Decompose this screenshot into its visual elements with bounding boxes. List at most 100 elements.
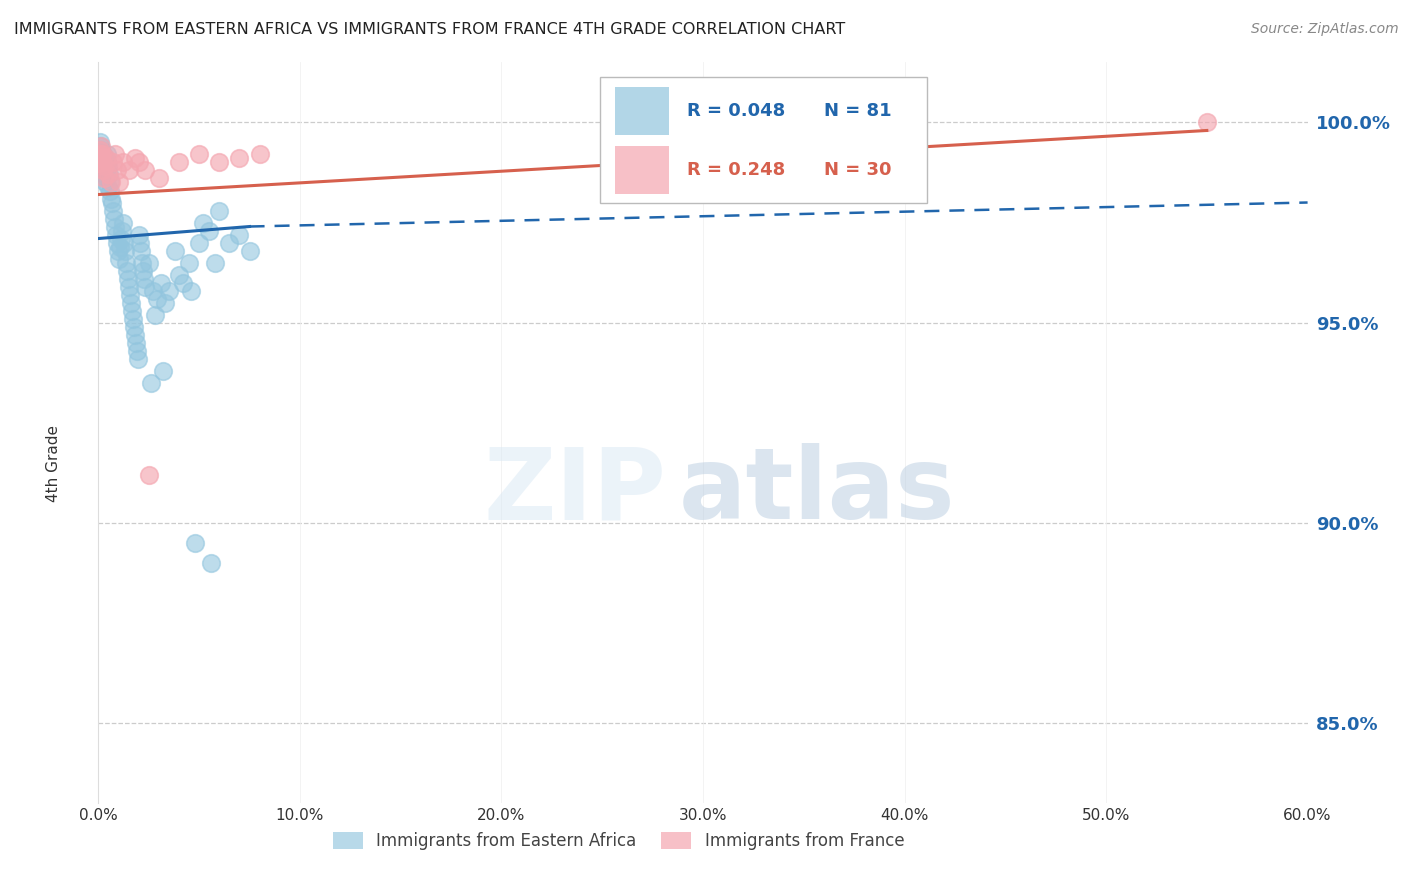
- Text: R = 0.248: R = 0.248: [688, 161, 786, 178]
- Point: [90, 152, 112, 166]
- Point: [134, 279, 156, 293]
- Point: [153, 295, 176, 310]
- Point: [139, 376, 162, 390]
- Point: [200, 556, 222, 570]
- Point: [94, 176, 117, 190]
- Point: [103, 219, 125, 234]
- Point: [89, 144, 111, 158]
- Point: [118, 279, 141, 293]
- Point: [142, 284, 165, 298]
- Point: [98, 176, 121, 190]
- Point: [125, 343, 148, 358]
- FancyBboxPatch shape: [614, 87, 669, 135]
- Point: [138, 255, 160, 269]
- Text: IMMIGRANTS FROM EASTERN AFRICA VS IMMIGRANTS FROM FRANCE 4TH GRADE CORRELATION C: IMMIGRANTS FROM EASTERN AFRICA VS IMMIGR…: [14, 22, 845, 37]
- Point: [96, 152, 118, 166]
- Point: [90, 144, 112, 158]
- Point: [179, 255, 201, 269]
- Point: [110, 231, 132, 245]
- Point: [188, 235, 211, 250]
- Point: [148, 171, 170, 186]
- Point: [94, 152, 117, 166]
- Point: [218, 235, 240, 250]
- Point: [97, 168, 120, 182]
- Point: [125, 335, 148, 350]
- Point: [121, 311, 143, 326]
- Point: [94, 163, 117, 178]
- Point: [89, 139, 111, 153]
- Point: [93, 171, 115, 186]
- Point: [97, 160, 120, 174]
- Point: [93, 168, 115, 182]
- Point: [131, 255, 153, 269]
- Point: [188, 147, 211, 161]
- Point: [89, 136, 111, 150]
- FancyBboxPatch shape: [600, 78, 927, 203]
- Point: [121, 303, 143, 318]
- Point: [117, 271, 139, 285]
- Point: [132, 263, 155, 277]
- Point: [114, 255, 136, 269]
- Text: 4th Grade: 4th Grade: [46, 425, 60, 502]
- Point: [193, 215, 215, 229]
- Point: [111, 155, 134, 169]
- Point: [90, 152, 112, 166]
- Point: [104, 227, 127, 242]
- Point: [91, 147, 114, 161]
- Point: [107, 252, 129, 266]
- Point: [122, 319, 145, 334]
- Text: ZIP: ZIP: [484, 443, 666, 541]
- Point: [157, 284, 180, 298]
- Point: [98, 184, 121, 198]
- Text: Source: ZipAtlas.com: Source: ZipAtlas.com: [1251, 22, 1399, 37]
- Point: [143, 308, 166, 322]
- Point: [163, 244, 186, 258]
- Point: [132, 271, 155, 285]
- Point: [97, 168, 120, 182]
- Point: [128, 235, 150, 250]
- Point: [204, 255, 226, 269]
- Point: [128, 227, 150, 242]
- Point: [91, 147, 114, 161]
- Point: [128, 155, 150, 169]
- Point: [124, 152, 146, 166]
- Point: [90, 139, 112, 153]
- Point: [100, 176, 122, 190]
- Point: [228, 227, 250, 242]
- Point: [124, 327, 146, 342]
- Point: [96, 171, 118, 186]
- FancyBboxPatch shape: [614, 145, 669, 194]
- Point: [249, 147, 271, 161]
- Point: [107, 244, 129, 258]
- Point: [100, 195, 122, 210]
- Point: [167, 155, 190, 169]
- Point: [91, 155, 114, 169]
- Point: [93, 155, 115, 169]
- Point: [108, 239, 131, 253]
- Point: [228, 152, 250, 166]
- Text: R = 0.048: R = 0.048: [688, 102, 786, 120]
- Point: [94, 160, 117, 174]
- Point: [208, 203, 231, 218]
- Point: [198, 223, 221, 237]
- Point: [93, 163, 115, 178]
- Text: N = 81: N = 81: [824, 102, 891, 120]
- Point: [111, 215, 134, 229]
- Point: [184, 535, 207, 549]
- Point: [101, 203, 124, 218]
- Legend: Immigrants from Eastern Africa, Immigrants from France: Immigrants from Eastern Africa, Immigran…: [333, 832, 904, 850]
- Point: [149, 276, 172, 290]
- Point: [103, 211, 125, 226]
- Point: [93, 160, 115, 174]
- Point: [89, 147, 111, 161]
- Point: [115, 263, 138, 277]
- Point: [89, 155, 111, 169]
- Point: [105, 235, 128, 250]
- Point: [208, 155, 231, 169]
- Point: [97, 179, 120, 194]
- Point: [114, 244, 136, 258]
- Point: [91, 163, 114, 178]
- Point: [103, 147, 125, 161]
- Text: N = 30: N = 30: [824, 161, 891, 178]
- Point: [120, 295, 142, 310]
